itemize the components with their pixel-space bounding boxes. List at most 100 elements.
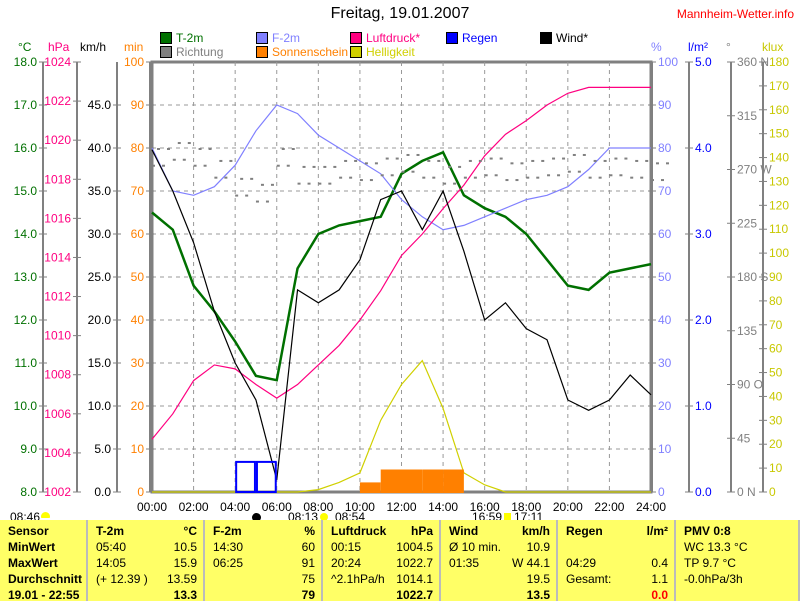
direction-point	[432, 176, 436, 179]
table-cell: 14:30	[213, 540, 244, 554]
direction-point	[344, 159, 348, 162]
moon-icon	[41, 512, 50, 518]
series-regen	[235, 460, 277, 493]
bar-mark	[380, 469, 402, 493]
direction-point	[406, 153, 410, 156]
table-column	[323, 520, 441, 601]
axis-label-lm2: 4.0	[695, 141, 712, 155]
axis-label-c: 15.0	[14, 184, 38, 198]
axis-label-lm2: 3.0	[695, 227, 712, 241]
direction-point	[374, 162, 378, 165]
table-cell: 20:24	[331, 556, 362, 570]
series-richtung	[152, 142, 669, 203]
axis-label-kmh: 30.0	[88, 227, 112, 241]
axis-label-pct: 0	[658, 485, 665, 499]
chart-svg: 00:00 02:00 04:00 06:00 08:00 10:00 12:00 14:00…	[14, 55, 790, 514]
table-header-cell: Luftdruck	[331, 524, 387, 538]
axis-label-deg: 0 N	[737, 485, 756, 499]
legend-label: F-2m	[272, 31, 300, 45]
axis-label-lm2: 5.0	[695, 55, 712, 69]
table-cell: 06:25	[213, 556, 244, 570]
axis-label-c: 12.0	[14, 313, 38, 327]
stats-table: Sensor T-2m °C F-2m% Luftdruck hPa Wind km/h Reg…	[0, 520, 800, 601]
direction-point	[552, 157, 556, 160]
axis-label-klux: 60	[769, 342, 783, 356]
table-cell: -0.0hPa/3h	[684, 572, 743, 586]
table-header-cell: PMV 0:8	[684, 524, 731, 538]
axis-label-lm2: 2.0	[695, 313, 712, 327]
direction-point	[630, 176, 634, 179]
legend-item: T-2m	[160, 31, 203, 45]
table-cell: 13.59	[166, 572, 197, 586]
direction-point	[463, 176, 467, 179]
axis-label-klux: 120	[769, 198, 789, 212]
x-tick-label: 18:00	[511, 500, 541, 514]
axis-label-klux: 50	[769, 366, 783, 380]
table-cell: 91	[301, 556, 315, 570]
direction-point	[265, 200, 269, 203]
axis-label-klux: 30	[769, 413, 783, 427]
axis-label-deg: 180 S	[737, 270, 768, 284]
x-tick-label: 08:00	[303, 500, 333, 514]
axis-label-c: 10.0	[14, 399, 38, 413]
direction-point	[401, 170, 405, 173]
direction-point	[510, 162, 514, 165]
direction-point	[541, 159, 545, 162]
direction-point	[219, 159, 223, 162]
axis-label-hpa: 1018	[44, 172, 71, 186]
unit-lm2: l/m²	[688, 40, 708, 54]
brand-link[interactable]: Mannheim-Wetter.info	[676, 7, 794, 21]
table-header-cell: hPa	[410, 524, 433, 538]
legend-item: F-2m	[256, 31, 300, 45]
direction-point	[182, 158, 186, 161]
direction-point	[661, 179, 664, 182]
legend-label: T-2m	[176, 31, 204, 45]
table-cell: 75	[301, 572, 315, 586]
axis-label-c: 17.0	[14, 98, 38, 112]
axis-label-deg: 315	[737, 109, 757, 123]
direction-point	[619, 174, 623, 177]
unit-celsius: °C	[18, 40, 32, 54]
table-cell: 14:05	[96, 556, 127, 570]
x-tick-label: 24:00	[636, 500, 666, 514]
axis-label-hpa: 1006	[44, 407, 71, 421]
legend-label: Luftdruck*	[366, 31, 421, 45]
axis-label-klux: 80	[769, 294, 783, 308]
axis-label-klux: 160	[769, 103, 789, 117]
series-luftdruck-	[151, 86, 652, 440]
direction-point	[499, 157, 503, 160]
legend-swatch	[160, 32, 172, 44]
direction-point	[567, 170, 571, 173]
direction-point	[458, 165, 462, 168]
direction-point	[640, 176, 644, 179]
direction-point	[260, 183, 264, 186]
direction-point	[416, 153, 420, 156]
axis-label-pct: 10	[658, 442, 672, 456]
direction-point	[427, 159, 431, 162]
x-tick-label: 20:00	[553, 500, 583, 514]
direction-point	[557, 174, 561, 177]
bar-mark	[235, 460, 256, 493]
table-cell: 1022.7	[396, 588, 433, 601]
x-tick-label: 02:00	[179, 500, 209, 514]
axis-label-deg: 360 N	[737, 55, 769, 69]
new-moon-icon	[252, 513, 261, 522]
table-cell: 10.9	[526, 540, 550, 554]
table-cell: 1.1	[651, 572, 668, 586]
direction-point	[489, 157, 493, 160]
axis-label-c: 13.0	[14, 270, 38, 284]
axis-label-kmh: 25.0	[88, 270, 112, 284]
axis-label-c: 18.0	[14, 55, 38, 69]
unit-klux: klux	[762, 40, 784, 54]
direction-point	[167, 148, 170, 150]
table-cell: 13.5	[526, 588, 550, 601]
axis-label-hpa: 1014	[44, 250, 71, 264]
axis-label-hpa: 1022	[44, 94, 71, 108]
table-cell: 19.01 - 22:55	[8, 588, 80, 601]
unit-percent: %	[651, 40, 662, 54]
direction-point	[505, 179, 509, 182]
x-tick-label: 00:00	[137, 500, 167, 514]
axis-label-kmh: 40.0	[88, 141, 112, 155]
direction-point	[666, 162, 669, 165]
legend-item: Regen	[446, 31, 497, 45]
